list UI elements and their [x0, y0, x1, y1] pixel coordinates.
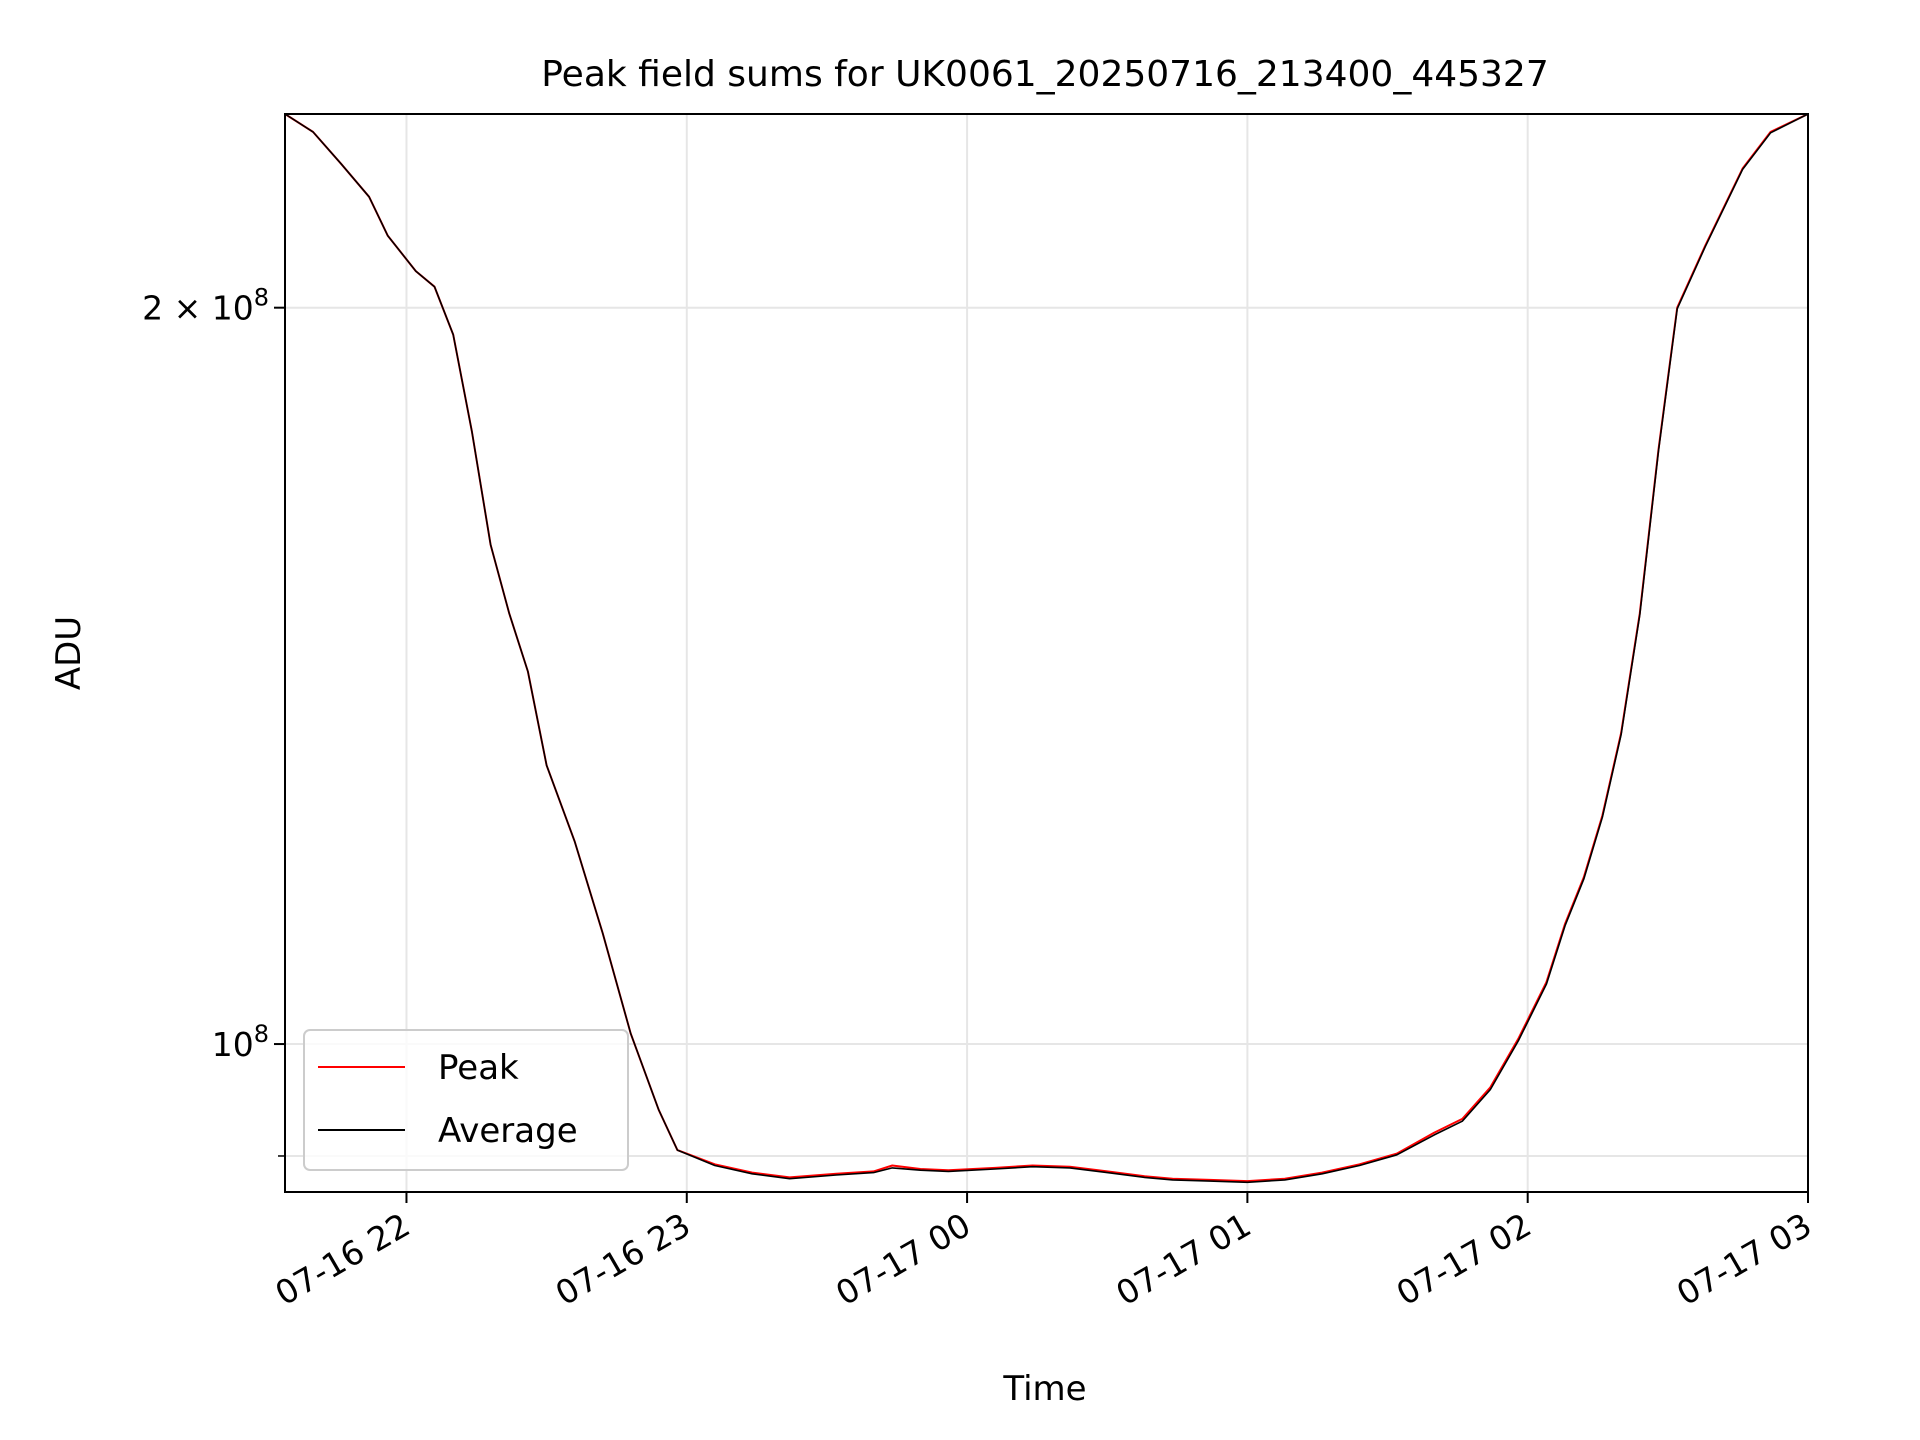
x-tick-label: 07-17 01 [1109, 1205, 1257, 1313]
x-tick-label: 07-17 00 [829, 1205, 977, 1313]
legend-label-peak: Peak [438, 1048, 519, 1088]
y-axis: 108 2 × 108 [142, 284, 285, 1157]
y-axis-label: ADU [49, 616, 89, 690]
x-tick-label: 07-17 03 [1670, 1205, 1818, 1313]
x-tick-label: 07-16 23 [549, 1205, 697, 1313]
plot-frame [284, 113, 1809, 1193]
legend-label-average: Average [438, 1111, 578, 1151]
y-tick-label: 2 × 108 [142, 284, 269, 328]
x-tick-label: 07-17 02 [1390, 1205, 1538, 1313]
series-line-peak [284, 113, 1809, 1183]
legend-box [303, 1029, 629, 1171]
chart-title: Peak field sums for UK0061_20250716_2134… [541, 54, 1549, 95]
series-line-average [284, 113, 1809, 1184]
x-axis-label: Time [1002, 1369, 1086, 1409]
y-tick-label: 108 [212, 1020, 269, 1064]
x-axis: 07-16 22 07-16 23 07-17 00 07-17 01 07-17 02… [268, 1192, 1818, 1313]
series-lines [284, 113, 1809, 1184]
legend: Peak Average [303, 1029, 629, 1171]
x-tick-label: 07-16 22 [268, 1205, 416, 1313]
